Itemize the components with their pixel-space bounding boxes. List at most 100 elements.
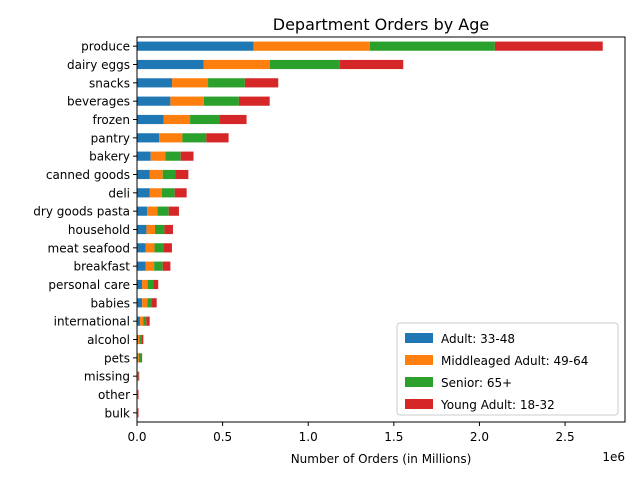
bar-beverages-series-3 [239,97,270,106]
bar-alcohol-series-3 [142,335,143,344]
bar-household-series-2 [155,225,164,234]
legend-label: Young Adult: 18-32 [440,398,555,412]
bar-produce-series-1 [253,42,369,51]
legend-swatch [405,333,433,343]
bar-meat-seafood-series-1 [146,243,155,252]
y-tick-label: pantry [91,131,130,145]
bar-snacks-series-2 [208,78,245,87]
y-tick-label: meat seafood [48,241,130,255]
chart-title: Department Orders by Age [273,15,489,34]
bar-beverages-series-2 [204,97,239,106]
bar-dairy-eggs-series-3 [340,60,403,69]
bar-breakfast-series-1 [146,262,155,271]
bar-missing-series-3 [138,372,139,381]
bar-meat-seafood-series-2 [154,243,163,252]
bar-canned-goods-series-3 [176,170,189,179]
bar-produce-series-2 [370,42,495,51]
bar-snacks-series-3 [245,78,278,87]
bar-produce-series-3 [495,42,603,51]
bar-canned-goods-series-1 [150,170,163,179]
bar-beverages-series-1 [170,97,203,106]
bar-deli-series-3 [175,188,187,197]
bar-frozen-series-1 [164,115,191,124]
bar-household-series-0 [137,225,146,234]
y-tick-label: bakery [89,150,130,164]
y-tick-label: alcohol [87,333,130,347]
y-tick-label: personal care [48,278,130,292]
bar-deli-series-1 [150,188,162,197]
bar-bulk-series-3 [138,408,139,417]
bar-dairy-eggs-series-2 [270,60,340,69]
bar-personal-care-series-3 [153,280,158,289]
bar-personal-care-series-0 [137,280,142,289]
y-tick-label: babies [90,296,130,310]
y-tick-label: breakfast [73,260,130,274]
bar-pets-series-1 [138,353,139,362]
y-tick-label: bulk [104,406,130,420]
bar-canned-goods-series-2 [163,170,176,179]
bar-breakfast-series-3 [163,262,171,271]
bar-international-series-2 [143,317,146,326]
bar-other-series-3 [138,390,139,399]
bar-bakery-series-0 [137,152,151,161]
bar-dry-goods-pasta-series-2 [158,207,169,216]
y-tick-label: produce [81,40,130,54]
x-tick-label: 0.0 [127,430,146,444]
y-tick-label: dry goods pasta [33,205,130,219]
bar-personal-care-series-1 [142,280,147,289]
y-tick-label: deli [108,186,130,200]
y-tick-label: international [54,315,130,329]
bar-breakfast-series-2 [154,262,163,271]
bar-babies-series-0 [137,298,142,307]
y-tick-label: canned goods [46,168,130,182]
bar-produce-series-0 [137,42,253,51]
bar-dairy-eggs-series-1 [204,60,270,69]
bar-alcohol-series-1 [138,335,139,344]
legend-label: Senior: 65+ [441,376,512,390]
y-tick-label: snacks [89,76,130,90]
y-tick-label: other [98,388,130,402]
bar-babies-series-1 [142,298,147,307]
bar-frozen-series-3 [219,115,246,124]
bar-meat-seafood-series-3 [163,243,172,252]
y-tick-label: pets [104,351,130,365]
bar-pantry-series-2 [182,133,206,142]
bar-frozen-series-0 [137,115,164,124]
legend-label: Adult: 33-48 [441,332,515,346]
bar-bakery-series-3 [181,152,194,161]
bar-deli-series-0 [137,188,150,197]
bar-pets-series-2 [139,353,142,362]
bar-babies-series-2 [147,298,151,307]
x-tick-label: 2.0 [470,430,489,444]
bar-meat-seafood-series-0 [137,243,146,252]
bar-bakery-series-1 [151,152,166,161]
bar-missing-series-1 [138,372,139,381]
legend-swatch [405,355,433,365]
bar-dry-goods-pasta-series-3 [169,207,179,216]
bar-international-series-1 [140,317,143,326]
bar-deli-series-2 [162,188,175,197]
legend-label: Middleaged Adult: 49-64 [441,354,588,368]
y-tick-label: frozen [92,113,130,127]
x-axis-offset-text: 1e6 [602,450,625,464]
bar-international-series-3 [146,317,149,326]
x-tick-label: 1.5 [384,430,403,444]
bar-pantry-series-1 [159,133,182,142]
x-tick-label: 1.0 [299,430,318,444]
bar-dairy-eggs-series-0 [137,60,204,69]
bar-frozen-series-2 [190,115,219,124]
bar-personal-care-series-2 [148,280,153,289]
x-tick-label: 0.5 [213,430,232,444]
legend: Adult: 33-48 Middleaged Adult: 49-64 Senio… [397,323,618,415]
legend-swatch [405,377,433,387]
bar-pantry-series-3 [206,133,228,142]
bar-babies-series-3 [152,298,157,307]
y-tick-label: beverages [67,95,130,109]
bar-dry-goods-pasta-series-0 [137,207,147,216]
legend-swatch [405,399,433,409]
y-tick-label: dairy eggs [67,58,130,72]
y-tick-label: missing [84,370,130,384]
x-axis-label: Number of Orders (in Millions) [291,452,472,466]
